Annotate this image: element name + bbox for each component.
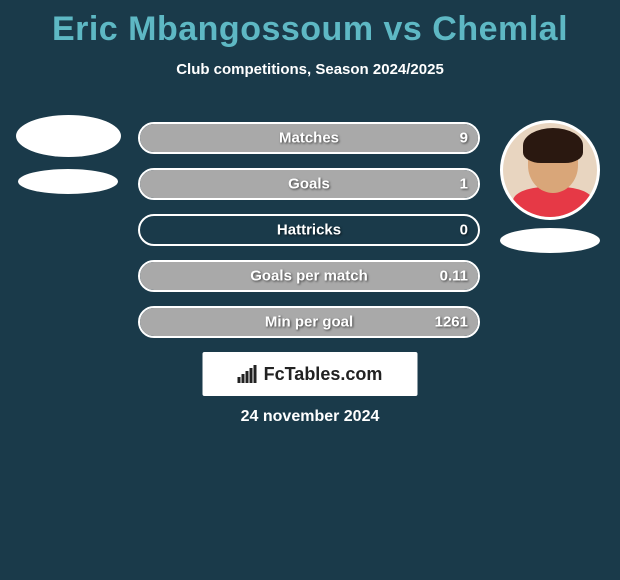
player-left-shadow	[18, 169, 118, 194]
stat-bar-right-value: 1	[460, 176, 468, 193]
subtitle: Club competitions, Season 2024/2025	[0, 61, 620, 78]
stat-bar: Min per goal 1261	[138, 306, 480, 338]
avatar-hair	[523, 128, 583, 163]
player-right-column	[490, 120, 610, 253]
stat-bar-label: Hattricks	[277, 222, 341, 239]
stat-bars: Matches 9 Goals 1 Hattricks 0 Goals per match 0…	[138, 122, 480, 352]
player-left-column	[8, 115, 128, 194]
stat-bar-right-value: 0.11	[440, 268, 468, 285]
logo-box[interactable]: FcTables.com	[203, 352, 418, 396]
player-right-shadow	[500, 228, 600, 253]
page-title: Eric Mbangossoum vs Chemlal	[0, 0, 620, 49]
stat-bar-right-value: 9	[460, 130, 468, 147]
stat-bar-label: Min per goal	[265, 314, 353, 331]
stat-bar: Hattricks 0	[138, 214, 480, 246]
stat-bar-right-value: 0	[460, 222, 468, 239]
stat-bar-label: Goals per match	[250, 268, 368, 285]
stat-bar-label: Matches	[279, 130, 339, 147]
player-right-avatar	[500, 120, 600, 220]
bar-chart-icon	[238, 365, 258, 383]
stat-bar: Matches 9	[138, 122, 480, 154]
stat-bar: Goals per match 0.11	[138, 260, 480, 292]
date-text: 24 november 2024	[0, 408, 620, 426]
stat-bar: Goals 1	[138, 168, 480, 200]
player-left-avatar	[16, 115, 121, 157]
stat-bar-label: Goals	[288, 176, 330, 193]
logo-text: FcTables.com	[264, 364, 383, 385]
stat-bar-right-value: 1261	[435, 314, 468, 331]
